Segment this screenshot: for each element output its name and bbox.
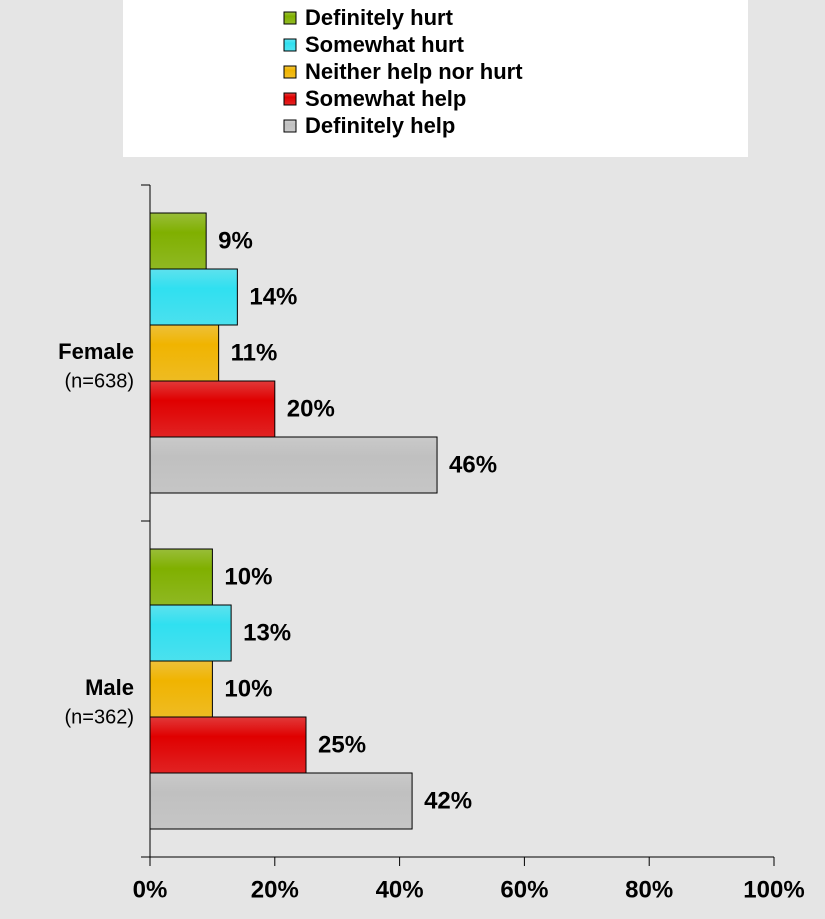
value-label: 46% xyxy=(449,451,497,478)
category-note: (n=638) xyxy=(65,370,135,392)
value-label: 42% xyxy=(424,787,472,814)
bar xyxy=(149,324,220,382)
legend-swatch xyxy=(283,38,297,52)
legend-label: Somewhat help xyxy=(305,86,466,111)
value-label: 14% xyxy=(249,283,297,310)
value-label: 10% xyxy=(224,675,272,702)
legend-swatch xyxy=(283,92,297,106)
x-tick-label: 20% xyxy=(251,876,299,903)
bar xyxy=(149,212,207,270)
value-label: 25% xyxy=(318,731,366,758)
legend-label: Neither help nor hurt xyxy=(305,59,523,84)
bar xyxy=(149,548,213,606)
x-tick-label: 80% xyxy=(625,876,673,903)
bar xyxy=(149,660,213,718)
bar xyxy=(149,436,438,494)
legend-label: Definitely hurt xyxy=(305,5,454,30)
x-tick-label: 40% xyxy=(376,876,424,903)
bar xyxy=(149,772,413,830)
legend-box xyxy=(123,0,748,157)
x-tick-label: 100% xyxy=(743,876,804,903)
value-label: 11% xyxy=(231,339,278,366)
category-label: Female xyxy=(58,339,134,364)
bar xyxy=(149,604,232,662)
legend-swatch xyxy=(283,11,297,25)
value-label: 20% xyxy=(287,395,335,422)
category-label: Male xyxy=(85,675,134,700)
legend-label: Somewhat hurt xyxy=(305,32,465,57)
value-label: 13% xyxy=(243,619,291,646)
bar xyxy=(149,716,307,774)
bar xyxy=(149,268,238,326)
legend-swatch xyxy=(283,65,297,79)
x-tick-label: 60% xyxy=(500,876,548,903)
legend-label: Definitely help xyxy=(305,113,455,138)
value-label: 9% xyxy=(218,227,253,254)
bar xyxy=(149,380,276,438)
value-label: 10% xyxy=(224,563,272,590)
legend-swatch xyxy=(283,119,297,133)
x-tick-label: 0% xyxy=(133,876,168,903)
category-note: (n=362) xyxy=(65,706,135,728)
